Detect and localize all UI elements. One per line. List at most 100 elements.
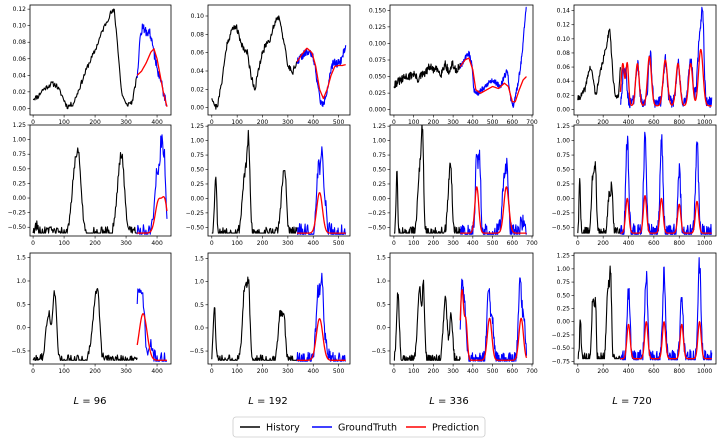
panel-r2-c1-xtick-label-3: 300 [120, 240, 132, 247]
panel-r3-c4-xtick-label-5: 1000 [697, 368, 712, 375]
panel-r2-c2-xtick-label-3: 300 [282, 240, 294, 247]
panel-r2-c2-prediction-line [296, 192, 346, 234]
panel-r1-c4-ytick-label-1: 0.02 [557, 92, 571, 99]
panel-r3-c4-xtick-label-0: 0 [576, 368, 580, 375]
panel-r3-c3-xtick-label-4: 400 [467, 368, 479, 375]
panel-r2-c3-frame [389, 124, 534, 237]
panel-r2-c3-xtick-label-0: 0 [392, 240, 396, 247]
panel-r2-c4-xtick-label-3: 600 [648, 240, 660, 247]
panel-r1-c3-ytick-label-5: 0.125 [369, 24, 386, 31]
panel-r1-c2-xtick-label-1: 100 [231, 119, 243, 126]
panel-r3-c1-xtick-label-3: 300 [120, 368, 132, 375]
panel-r2-c1-xtick-label-1: 100 [58, 240, 70, 247]
panel-r3-c4-xtick-label-4: 800 [674, 368, 686, 375]
panel-r1-c1-xtick-label-2: 200 [89, 119, 101, 126]
panel-r3-c3-ytick-label-1: 0.0 [376, 325, 386, 332]
panel-r1-c2-xtick-label-4: 400 [308, 119, 320, 126]
panel-r3-c2-xtick-label-5: 500 [333, 368, 345, 375]
panel-r2-c1-ytick-label-5: 0.75 [13, 151, 27, 158]
panel-r2-c3-ytick-label-1: −0.25 [368, 210, 387, 217]
panel-r3-c3-xtick-label-6: 600 [507, 368, 519, 375]
panel-r1-c3-lines [393, 6, 527, 108]
panel-r3-c2-ytick-label-4: 1.5 [194, 256, 204, 263]
panel-r1-c1-ytick-label-2: 0.04 [13, 72, 27, 79]
panel-r3-c2-xtick-label-1: 100 [231, 368, 243, 375]
column-label-1-eq: = 96 [79, 396, 106, 407]
panel-r3-c3-frame [389, 252, 534, 365]
panel-r2-c2-xtick-label-0: 0 [210, 240, 214, 247]
panel-r1-c3-xtick-label-3: 300 [447, 119, 459, 126]
panel-r3-c3-history-line [393, 279, 461, 361]
panel-r1-c2-xtick-label-0: 0 [210, 119, 214, 126]
panel-r2-c1-lines [32, 134, 168, 235]
panel-r3-c4-history-line [577, 265, 621, 360]
panel-r3-c1-prediction-line [136, 313, 167, 361]
panel-r1-c2-xtick-label-5: 500 [333, 119, 345, 126]
panel-r1-c4-xtick-label-1: 200 [597, 119, 609, 126]
panel-r1-c1-history-line [32, 8, 138, 110]
panel-r3-c2-lines [211, 272, 346, 362]
panel-r2-c4-ytick-label-6: 1.00 [557, 138, 571, 145]
panel-r1-c3-prediction-line [459, 57, 527, 103]
panel-r1-c3-xtick-label-7: 700 [526, 119, 538, 126]
panel-r1-c1-ytick-label-6: 0.12 [13, 6, 27, 13]
panel-r2-c4-xtick-label-2: 400 [623, 240, 635, 247]
column-label-3-eq: = 336 [435, 396, 469, 407]
panel-r2-c4-ytick-label-3: 0.25 [557, 181, 571, 188]
panel-r1-c1-xtick-label-1: 100 [58, 119, 70, 126]
panel-r1-c4-history-line [577, 28, 621, 101]
panel-r3-c2-ytick-label-0: −0.5 [189, 348, 204, 355]
panel-r2-c3-ytick-label-3: 0.25 [373, 181, 387, 188]
panel-r3-c1-xtick-label-2: 200 [89, 368, 101, 375]
panel-r1-c4: 0 200 400 600 800 1000 0.00 0.02 0.04 0.06 0.08 0.1… [557, 4, 717, 126]
panel-r3-c2-xtick-label-3: 300 [282, 368, 294, 375]
panel-r2-c3-xtick-label-4: 400 [467, 240, 479, 247]
panel-r3-c3-xtick-label-1: 100 [408, 368, 420, 375]
panel-r2-c2-ytick-label-1: −0.25 [186, 210, 205, 217]
legend-frame [232, 416, 486, 438]
panel-r3-c3-xtick-label-3: 300 [447, 368, 459, 375]
panel-r2-c1-frame [29, 124, 172, 237]
panel-r3-c1-ytick-label-1: 0.0 [16, 325, 26, 332]
panel-r3-c1-xtick-label-4: 400 [151, 368, 163, 375]
panel-r2-c2-frame [207, 124, 351, 237]
panel-r1-c4-xtick-label-0: 0 [576, 119, 580, 126]
panel-r1-c4-ytick-label-5: 0.10 [557, 36, 571, 43]
panel-r2-c3-xtick-label-1: 100 [408, 240, 420, 247]
panel-r3-c1: 0 100 200 300 400 −0.5 0.0 0.5 1.0 1.5 [11, 252, 172, 375]
panel-r3-c4-ytick-label-4: 0.25 [557, 306, 571, 313]
panel-r2-c1: 0 100 200 300 400 −0.50 −0.25 0.00 0.25 0.50 0.75 1… [8, 122, 172, 247]
panel-r1-c3-ytick-label-0: 0.000 [369, 107, 386, 114]
panel-r2-c4-lines [577, 131, 712, 235]
panel-r2-c4-xtick-label-1: 200 [597, 240, 609, 247]
panel-r2-c3-lines [393, 125, 528, 235]
panel-r3-c4-ytick-label-2: −0.25 [552, 332, 571, 339]
panel-r2-c2: 0 100 200 300 400 500 −0.50 −0.25 0.00 0.25 0.50 0.… [186, 123, 351, 247]
panel-r2-c4-ytick-label-1: −0.25 [552, 210, 571, 217]
panel-r1-c3-xtick-label-2: 200 [428, 119, 440, 126]
panel-r2-c3-xtick-label-2: 200 [428, 240, 440, 247]
panel-r1-c2-frame [207, 4, 351, 116]
panel-r3-c1-frame [29, 252, 172, 365]
panel-r1-c3-ytick-label-3: 0.075 [369, 57, 386, 64]
panel-r1-c3-xtick-label-0: 0 [392, 119, 396, 126]
panel-r1-c4-ytick-label-0: 0.00 [557, 106, 571, 113]
panel-r3-c2-prediction-line [296, 318, 346, 361]
panel-r2-c4-ytick-label-0: −0.50 [552, 224, 571, 231]
panel-r1-c4-prediction-line [619, 48, 712, 107]
panel-r3-c4-ytick-label-7: 1.00 [557, 266, 571, 273]
panel-r3-c2-history-line [211, 276, 298, 361]
column-label-4-var: L [612, 396, 618, 407]
panel-r2-c2-ytick-label-0: −0.50 [186, 224, 205, 231]
panel-r3-c4-prediction-line [620, 321, 712, 360]
panel-r1-c3-xtick-label-6: 600 [507, 119, 519, 126]
panel-r1-c4-frame [573, 4, 717, 116]
panel-r1-c2-ytick-label-2: 0.04 [191, 68, 205, 75]
panel-r3-c2-xtick-label-4: 400 [308, 368, 320, 375]
panel-r3-c2-ytick-label-1: 0.0 [194, 325, 204, 332]
panel-r2-c2-xtick-label-2: 200 [257, 240, 269, 247]
panel-r3-c3-ytick-label-4: 1.5 [376, 255, 386, 262]
panel-r2-c4-groundtruth-line [619, 131, 712, 235]
panel-r3-c4-xtick-label-3: 600 [648, 368, 660, 375]
